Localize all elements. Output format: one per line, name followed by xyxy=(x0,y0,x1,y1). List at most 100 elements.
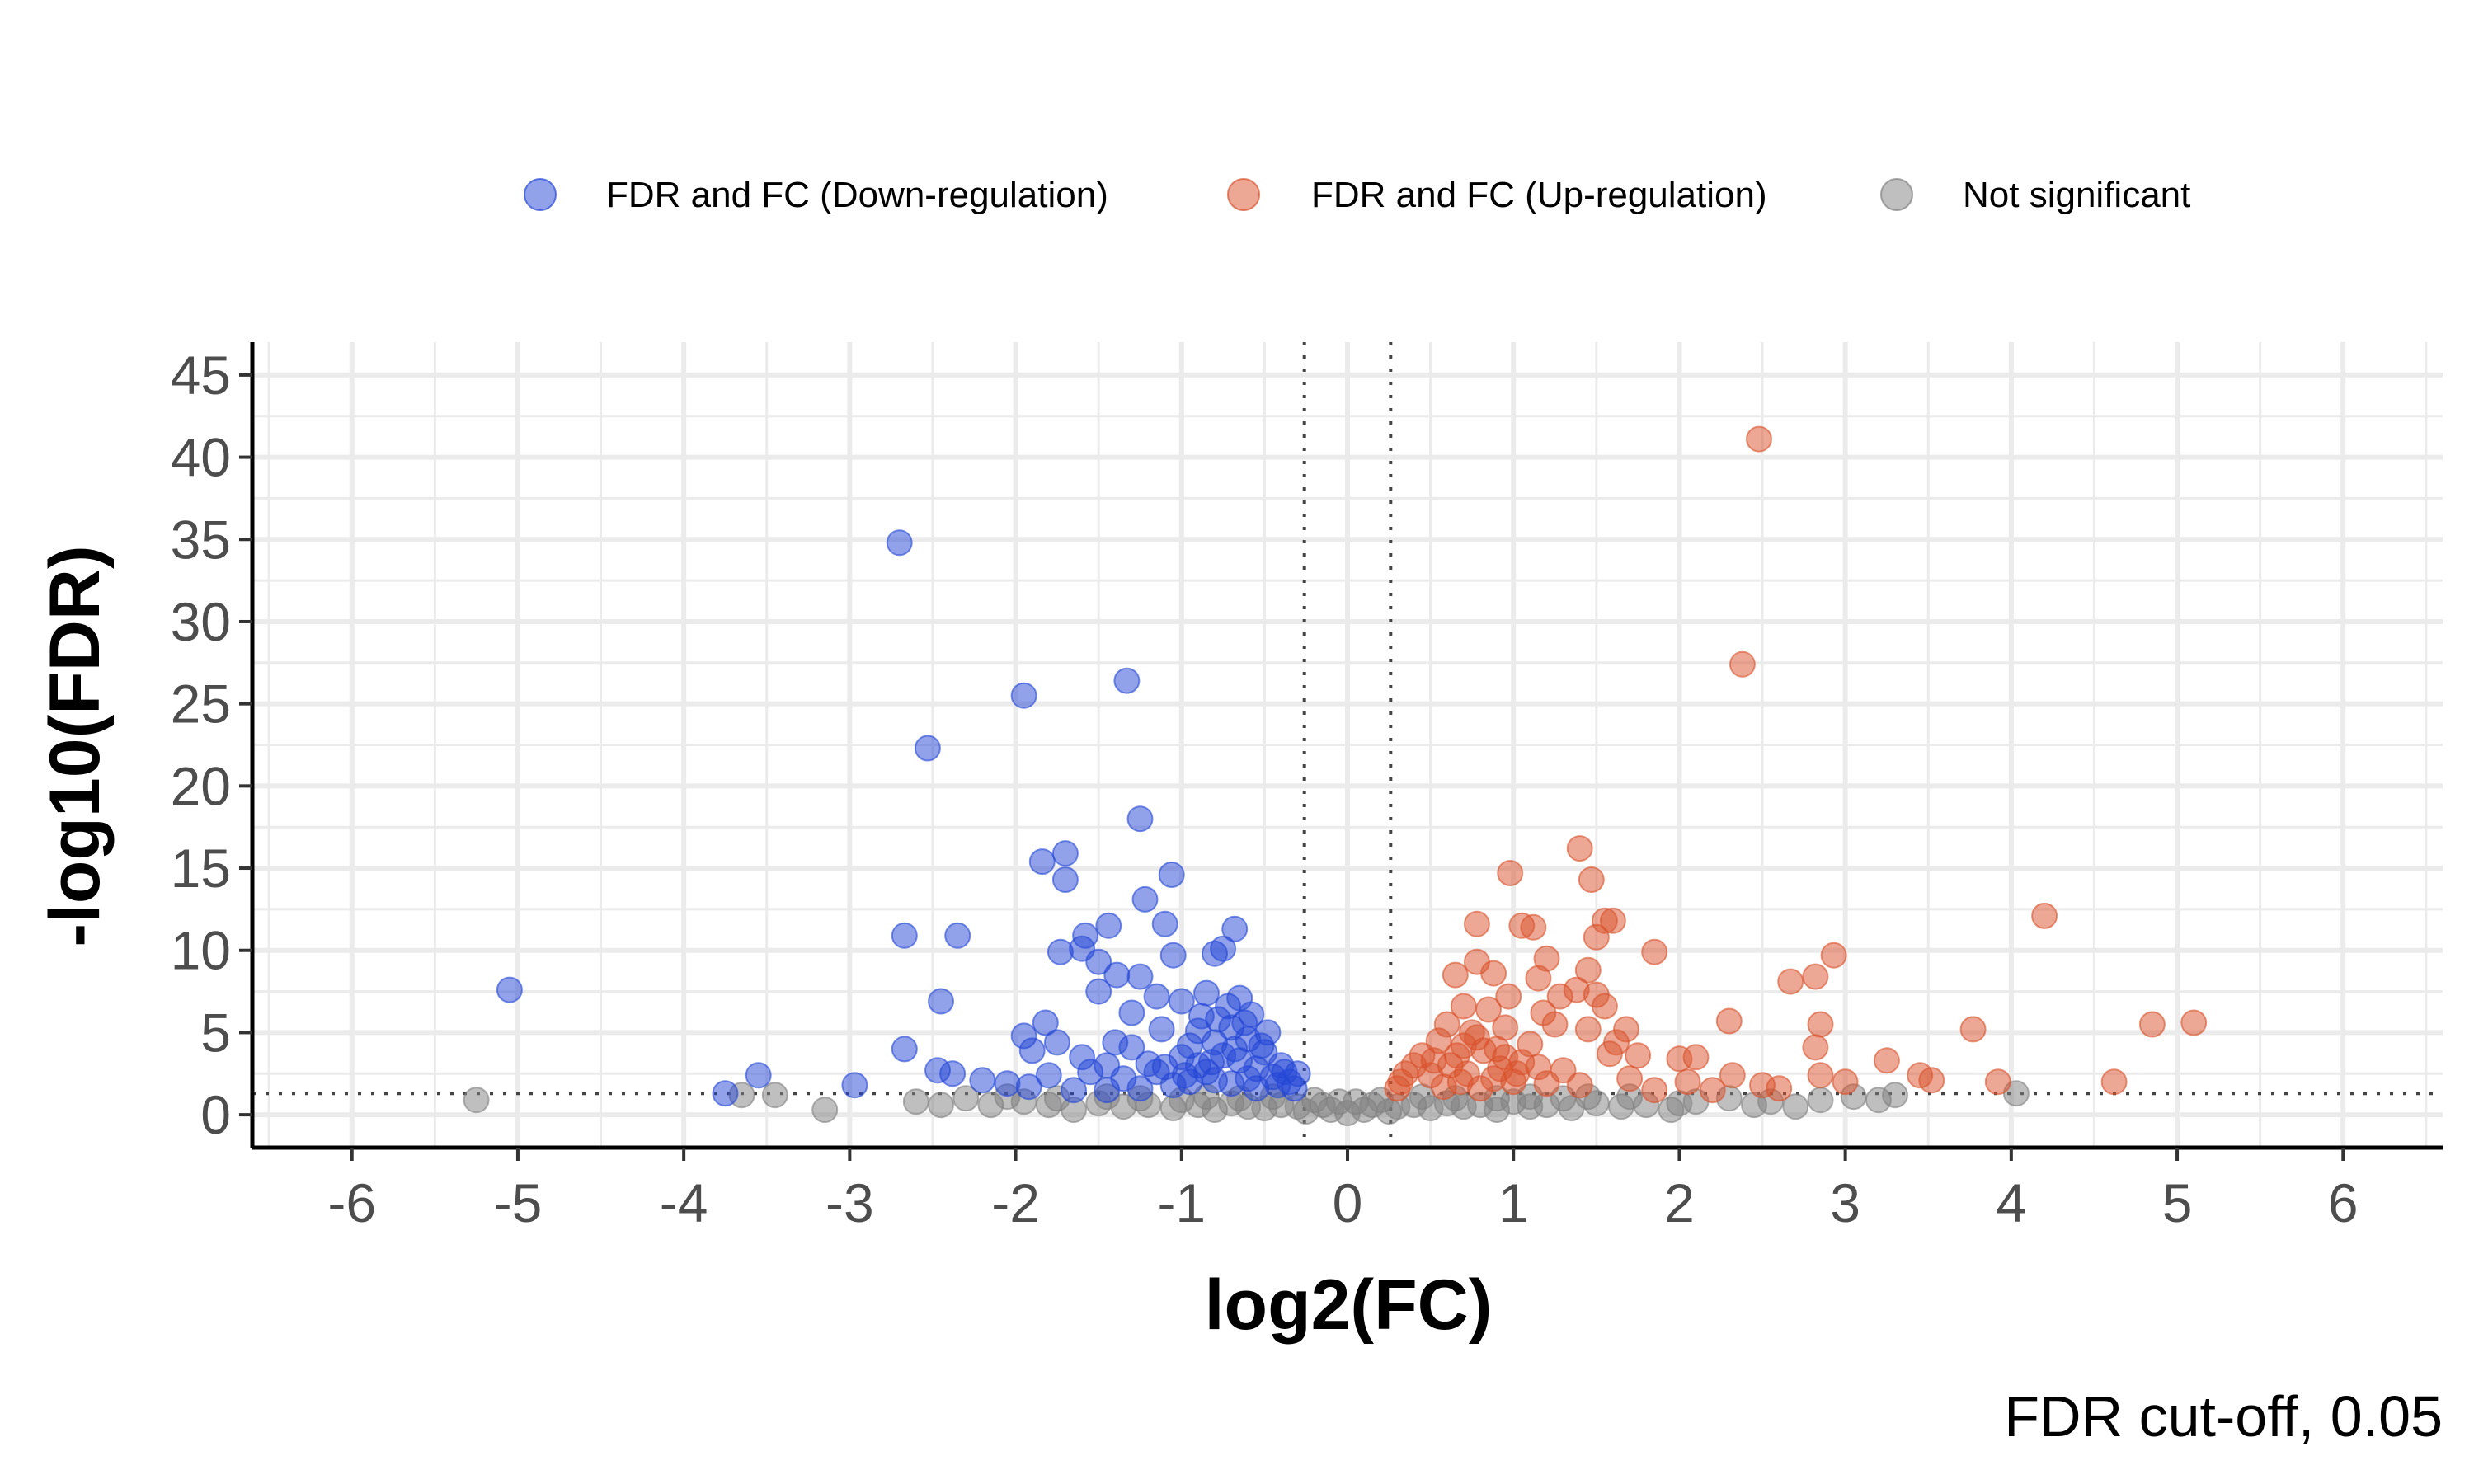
point-up xyxy=(1873,1047,1900,1074)
point-down xyxy=(1047,938,1074,965)
x-tick-label: 6 xyxy=(2328,1172,2359,1233)
point-up xyxy=(1596,1040,1623,1068)
point-up xyxy=(1443,1042,1470,1069)
point-down xyxy=(994,1070,1021,1097)
point-down xyxy=(914,735,941,762)
point-down xyxy=(1061,1077,1087,1104)
point-up xyxy=(1497,860,1524,886)
point-up xyxy=(1820,942,1847,969)
point-down xyxy=(1243,1075,1270,1102)
point-down xyxy=(1151,910,1178,937)
point-ns xyxy=(902,1088,929,1115)
point-down xyxy=(1210,935,1237,962)
legend-key-up xyxy=(1227,178,1260,211)
point-up xyxy=(1578,866,1605,893)
point-down xyxy=(1221,1036,1249,1063)
point-down xyxy=(1118,1034,1145,1061)
x-tick-label: -2 xyxy=(991,1172,1040,1233)
point-down xyxy=(1051,840,1079,867)
point-up xyxy=(1807,1062,1834,1089)
point-down xyxy=(969,1067,996,1094)
legend-label-up: FDR and FC (Up-regulation) xyxy=(1311,175,1767,215)
point-down xyxy=(1205,1006,1232,1033)
point-up xyxy=(1533,1070,1560,1097)
point-up xyxy=(1467,1075,1493,1102)
x-tick-label: 0 xyxy=(1333,1172,1363,1233)
legend-label-ns: Not significant xyxy=(1963,175,2190,215)
point-up xyxy=(1566,835,1593,862)
x-tick-label: 5 xyxy=(2162,1172,2193,1233)
point-down xyxy=(891,1036,918,1063)
legend: FDR and FC (Down-regulation) FDR and FC … xyxy=(524,175,2190,215)
y-tick-label: 40 xyxy=(171,427,231,488)
point-down xyxy=(1171,1062,1198,1089)
legend-label-down: FDR and FC (Down-regulation) xyxy=(606,175,1108,215)
x-tick-label: 2 xyxy=(1664,1172,1695,1233)
point-up xyxy=(1616,1065,1644,1092)
x-tick-label: -5 xyxy=(494,1172,543,1233)
point-up xyxy=(1480,960,1507,987)
point-down xyxy=(1018,1037,1046,1064)
point-up xyxy=(1802,963,1829,990)
point-down xyxy=(1126,805,1154,833)
point-down xyxy=(745,1062,772,1089)
caption: FDR cut-off, 0.05 xyxy=(2004,1384,2443,1449)
point-ns xyxy=(1343,1088,1370,1115)
point-up xyxy=(1959,1016,1987,1043)
point-down xyxy=(944,922,971,949)
point-down xyxy=(1113,667,1141,694)
point-down xyxy=(1126,963,1154,990)
point-down xyxy=(1051,866,1079,893)
point-up xyxy=(1699,1077,1726,1104)
y-tick-label: 30 xyxy=(171,591,231,652)
point-up xyxy=(1520,913,1547,941)
point-down xyxy=(1159,942,1187,969)
x-tick-label: 3 xyxy=(1830,1172,1860,1233)
point-ns xyxy=(952,1085,980,1112)
point-up xyxy=(1484,1036,1511,1063)
point-down xyxy=(1094,1077,1121,1104)
point-up xyxy=(1715,1007,1743,1035)
point-down xyxy=(1032,1009,1059,1036)
x-tick-label: -1 xyxy=(1157,1172,1206,1233)
point-down xyxy=(939,1060,967,1087)
point-up xyxy=(1832,1068,1859,1096)
point-ns xyxy=(928,1092,954,1119)
point-ns xyxy=(761,1082,788,1109)
point-up xyxy=(1420,1047,1447,1074)
point-ns xyxy=(463,1087,490,1114)
point-up xyxy=(2180,1009,2208,1036)
point-down xyxy=(1085,948,1112,975)
point-down xyxy=(1221,915,1249,942)
point-down xyxy=(1131,885,1159,913)
point-down xyxy=(1193,979,1220,1007)
point-up xyxy=(1566,1072,1593,1099)
x-tick-label: -3 xyxy=(825,1172,874,1233)
point-up xyxy=(1463,910,1490,937)
x-tick-label: -6 xyxy=(327,1172,376,1233)
x-tick-label: 4 xyxy=(1996,1172,2026,1233)
point-down xyxy=(891,922,918,949)
point-down xyxy=(1035,1062,1062,1089)
point-up xyxy=(1463,1024,1490,1051)
point-up xyxy=(2031,902,2058,929)
point-ns xyxy=(1807,1087,1834,1114)
point-down xyxy=(1126,1075,1154,1102)
y-tick-label: 45 xyxy=(171,345,231,406)
point-down xyxy=(496,976,523,1003)
point-up xyxy=(1918,1067,1945,1094)
point-up xyxy=(1625,1042,1652,1069)
point-up xyxy=(1517,1031,1544,1058)
point-up xyxy=(1766,1075,1793,1102)
point-down xyxy=(1095,912,1122,939)
point-down xyxy=(1231,1009,1258,1036)
point-up xyxy=(1682,1044,1710,1071)
data-points xyxy=(463,425,2208,1127)
legend-key-ns xyxy=(1880,178,1913,211)
point-up xyxy=(1641,938,1668,965)
x-tick-labels: -6 -5 -4 -3 -2 -1 0 1 2 3 4 5 6 xyxy=(327,1148,2359,1233)
point-ns xyxy=(811,1097,839,1124)
y-axis-title: -log10(FDR) xyxy=(35,545,115,946)
